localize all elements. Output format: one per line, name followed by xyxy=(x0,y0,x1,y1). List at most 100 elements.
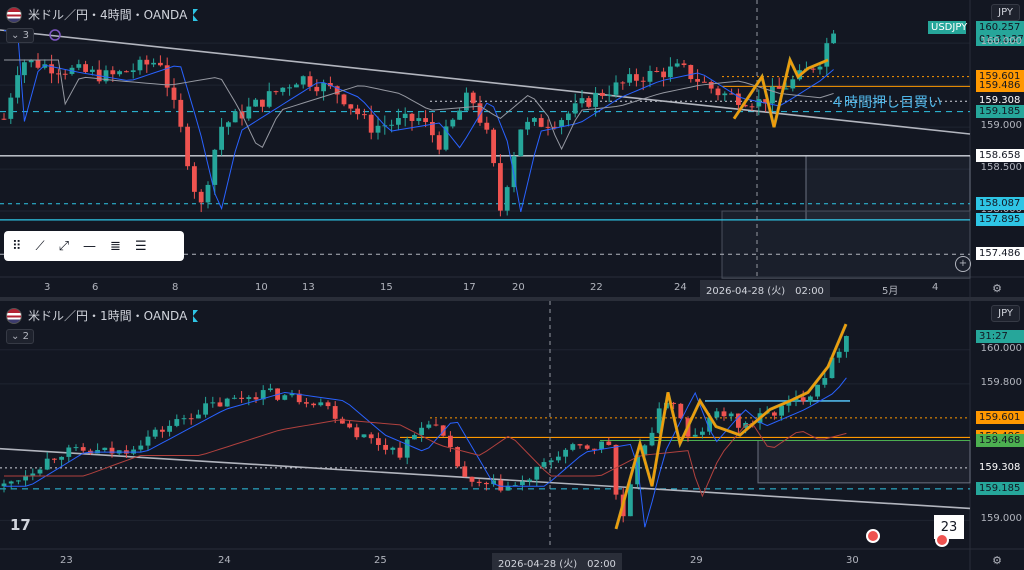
tradingview-logo[interactable]: 17 xyxy=(10,516,31,534)
chart-pane-4h[interactable]: 米ドル／円・4時間・OANDA ⌄ 3 JPY USDJPY 160.257 0… xyxy=(0,0,1024,297)
candle-body xyxy=(137,59,143,71)
candle-body xyxy=(289,393,295,396)
candle-body xyxy=(307,76,313,87)
candle-body xyxy=(404,439,410,458)
candle-body xyxy=(178,99,184,127)
bookmark-flag-icon[interactable] xyxy=(193,309,199,322)
candle-body xyxy=(102,447,108,451)
candle-body xyxy=(647,70,653,82)
bookmark-flag-icon[interactable] xyxy=(193,8,199,21)
settings-gear-icon[interactable]: ⚙ xyxy=(992,554,1002,567)
candle-body xyxy=(368,114,374,133)
line-tool-icon[interactable]: ⟋ xyxy=(35,238,45,254)
symbol-badge: USDJPY xyxy=(928,21,967,34)
candle-body xyxy=(124,71,129,73)
candle-body xyxy=(22,62,27,76)
chart-pane-1h[interactable]: 米ドル／円・1時間・OANDA ⌄ 2 JPY 31:27 160.000 159… xyxy=(0,301,1024,570)
candle-body xyxy=(721,411,727,417)
candle-body xyxy=(239,397,244,399)
candle-body xyxy=(167,425,172,432)
candle-body xyxy=(776,86,782,89)
price-level-label: 159.308 xyxy=(976,460,1024,474)
candle-body xyxy=(152,429,158,437)
candle-body xyxy=(831,33,836,44)
candle-body xyxy=(534,466,540,480)
candle-body xyxy=(600,92,605,96)
candle-body xyxy=(224,398,230,407)
candle-body xyxy=(484,122,490,130)
ray-tool-icon[interactable]: ⤢ xyxy=(58,238,70,254)
fib-tool-icon[interactable]: ≣ xyxy=(110,238,121,254)
candle-body xyxy=(824,43,830,67)
candle-body xyxy=(294,84,299,88)
crosshair-time-label-4h: 2026-04-28 (火) 02:00 xyxy=(700,280,830,297)
candle-body xyxy=(815,384,820,397)
chart-canvas-1h[interactable] xyxy=(0,301,1024,570)
price-tick: 158.500 xyxy=(980,162,1022,174)
candle-body xyxy=(476,481,482,483)
event-marker-icon[interactable] xyxy=(935,533,949,547)
price-tick: 160.000 xyxy=(980,342,1022,354)
parallel-tool-icon[interactable]: ☰ xyxy=(134,238,147,254)
candle-body xyxy=(426,424,432,428)
candle-countdown: 01:31:27 xyxy=(976,33,1024,46)
candle-body xyxy=(368,434,374,439)
time-tick: 15 xyxy=(380,282,393,293)
candle-body xyxy=(321,83,326,92)
candle-body xyxy=(512,485,518,487)
candle-body xyxy=(498,163,503,211)
candle-body xyxy=(810,68,816,70)
candle-body xyxy=(491,480,496,485)
candle-body xyxy=(783,88,789,90)
currency-selector-4h[interactable]: JPY xyxy=(991,4,1020,21)
indicator-toggle-1h[interactable]: ⌄ 2 xyxy=(6,329,34,344)
time-tick: 22 xyxy=(590,282,603,293)
candle-body xyxy=(779,405,784,416)
candle-body xyxy=(518,129,524,157)
price-tick: 159.800 xyxy=(980,376,1022,388)
candle-body xyxy=(836,351,842,358)
zone-rect xyxy=(721,210,971,279)
candle-body xyxy=(822,378,828,385)
notification-badge[interactable]: 23 xyxy=(934,515,964,539)
time-tick: 4 xyxy=(932,282,939,293)
candle-body xyxy=(671,402,676,404)
drag-handle-icon[interactable]: ⠿ xyxy=(12,238,22,254)
chart-canvas-4h[interactable] xyxy=(0,0,1024,297)
time-tick: 13 xyxy=(302,282,315,293)
candle-body xyxy=(160,429,165,432)
hline-tool-icon[interactable]: — xyxy=(83,238,97,254)
indicator-toggle-4h[interactable]: ⌄ 3 xyxy=(6,28,34,43)
candle-body xyxy=(73,447,79,449)
settings-gear-icon[interactable]: ⚙ xyxy=(992,282,1002,295)
currency-label: JPY xyxy=(998,308,1013,319)
currency-selector-1h[interactable]: JPY xyxy=(991,305,1020,322)
drawing-toolbar[interactable]: ⠿ ⟋ ⤢ — ≣ ☰ xyxy=(4,231,184,261)
price-level-label: 159.185 xyxy=(976,104,1024,118)
candle-body xyxy=(448,435,453,448)
candle-body xyxy=(49,64,54,74)
candle-body xyxy=(332,406,338,419)
candle-body xyxy=(430,121,435,136)
candle-body xyxy=(304,402,309,404)
crosshair-time-label-1h: 2026-04-28 (火) 02:00 xyxy=(492,553,622,570)
price-level-label: 158.087 xyxy=(976,196,1024,210)
trendline xyxy=(0,29,971,135)
trendline xyxy=(0,447,971,510)
candle-body xyxy=(282,395,288,400)
pane-separator[interactable] xyxy=(0,297,1024,301)
time-tick: 6 xyxy=(92,282,99,293)
add-alert-icon[interactable]: + xyxy=(955,256,971,272)
candle-body xyxy=(736,413,741,428)
buy-dip-annotation[interactable]: ４時間押し目買い xyxy=(830,95,942,111)
us-event-icon[interactable] xyxy=(866,529,880,543)
candle-body xyxy=(592,448,597,450)
candle-body xyxy=(462,466,468,477)
candle-body xyxy=(354,427,360,438)
candle-body xyxy=(8,97,14,119)
time-tick: 29 xyxy=(690,555,703,566)
us-flag-icon xyxy=(6,6,22,23)
candle-body xyxy=(144,59,150,65)
candle-body xyxy=(389,124,394,126)
chart-header-4h: 米ドル／円・4時間・OANDA xyxy=(6,6,199,23)
